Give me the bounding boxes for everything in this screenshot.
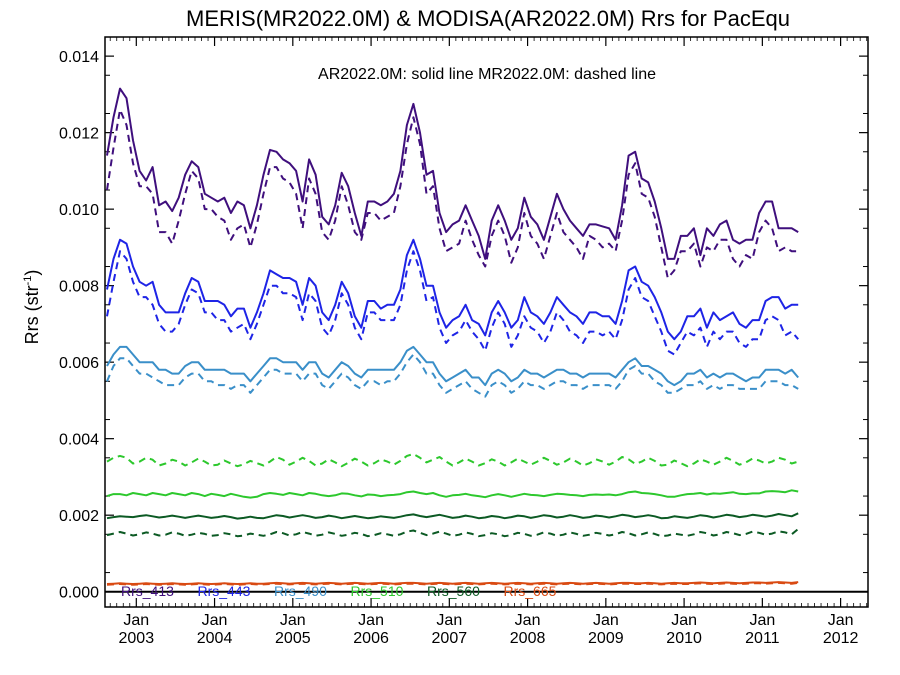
legend-label-rrs-510: Rrs_510: [351, 583, 404, 599]
x-tick-year-label: 2006: [353, 630, 389, 647]
x-tick-year-label: 2007: [432, 630, 468, 647]
x-tick-year-label: 2010: [666, 630, 702, 647]
y-axis-labels: 0.000 0.002 0.004 0.006 0.008 0.010 0.012 0.014: [59, 49, 99, 602]
series-line-rrs-490-solid: [106, 345, 799, 387]
plot-frame: [104, 36, 869, 608]
x-tick-year-label: 2011: [745, 630, 780, 647]
x-tick-year-label: 2009: [588, 630, 624, 647]
x-axis-labels: Jan2003Jan2004Jan2005Jan2006Jan2007Jan20…: [119, 612, 859, 647]
x-tick-year-label: 2003: [119, 630, 155, 647]
legend-label-rrs-413: Rrs_413: [121, 583, 174, 599]
series-line-rrs-443-solid: [106, 238, 799, 341]
y-tick-label: 0.008: [59, 279, 99, 296]
x-tick-month-label: Jan: [671, 612, 697, 629]
x-tick-year-label: 2005: [275, 630, 311, 647]
axis-ticks: [105, 37, 868, 607]
line-style-annotation: AR2022.0M: solid line MR2022.0M: dashed …: [318, 66, 656, 83]
y-tick-label: 0.014: [59, 49, 99, 66]
x-tick-month-label: Jan: [515, 612, 541, 629]
series-line-rrs-413-dashed: [106, 108, 799, 279]
x-tick-month-label: Jan: [828, 612, 854, 629]
y-tick-label: 0.012: [59, 126, 99, 143]
y-tick-label: 0.004: [59, 432, 99, 449]
chart-title: MERIS(MR2022.0M) & MODISA(AR2022.0M) Rrs…: [186, 6, 790, 31]
series-line-rrs-413-solid: [106, 87, 799, 260]
x-tick-month-label: Jan: [593, 612, 619, 629]
series-line-rrs-443-dashed: [106, 250, 799, 356]
series-line-rrs-490-dashed: [106, 353, 799, 398]
x-tick-month-label: Jan: [202, 612, 228, 629]
y-tick-label: 0.002: [59, 508, 99, 525]
series-line-rrs-560-dashed: [106, 528, 799, 538]
x-tick-month-label: Jan: [123, 612, 149, 629]
series-line-rrs-510-dashed: [106, 453, 799, 468]
y-axis-label: Rrs (str-1): [22, 270, 42, 345]
y-axis-label-main: Rrs (str: [22, 285, 42, 344]
series-line-rrs-510-solid: [106, 489, 799, 499]
x-tick-month-label: Jan: [280, 612, 306, 629]
y-axis-label-superscript: -1: [22, 276, 34, 286]
legend-label-rrs-443: Rrs_443: [198, 583, 251, 599]
series-line-rrs-560-solid: [106, 512, 799, 520]
x-tick-month-label: Jan: [749, 612, 775, 629]
x-tick-year-label: 2012: [823, 630, 859, 647]
legend-label-rrs-560: Rrs_560: [427, 583, 480, 599]
legend: Rrs_413 Rrs_443 Rrs_490 Rrs_510 Rrs_560 Rrs_6…: [121, 583, 557, 599]
x-tick-month-label: Jan: [436, 612, 462, 629]
y-tick-label: 0.010: [59, 202, 99, 219]
y-tick-label: 0.000: [59, 585, 99, 602]
y-tick-label: 0.006: [59, 355, 99, 372]
legend-label-rrs-665: Rrs_665: [504, 583, 557, 599]
series-line-rrs-665-solid: [106, 581, 799, 585]
x-tick-year-label: 2004: [197, 630, 233, 647]
x-tick-year-label: 2008: [510, 630, 546, 647]
x-tick-month-label: Jan: [358, 612, 384, 629]
y-axis-label-end: ): [22, 270, 42, 276]
legend-label-rrs-490: Rrs_490: [274, 583, 327, 599]
series-lines: [105, 87, 868, 593]
